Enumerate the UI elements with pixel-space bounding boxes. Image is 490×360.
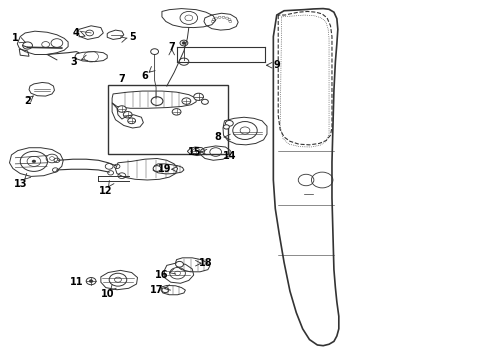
Text: 19: 19 [158, 164, 171, 174]
Text: 2: 2 [24, 96, 31, 106]
Text: 9: 9 [273, 60, 280, 70]
Circle shape [162, 288, 169, 293]
Text: 13: 13 [14, 179, 27, 189]
Text: 7: 7 [119, 73, 125, 84]
Bar [108, 85, 228, 154]
Text: 15: 15 [189, 147, 202, 157]
Circle shape [182, 98, 191, 104]
Text: 5: 5 [129, 32, 136, 41]
Text: 18: 18 [199, 258, 213, 268]
Text: 6: 6 [142, 71, 148, 81]
Circle shape [128, 118, 136, 124]
Text: 7: 7 [169, 42, 175, 52]
Text: 3: 3 [71, 57, 77, 67]
Circle shape [223, 125, 229, 129]
Text: 10: 10 [100, 289, 114, 299]
Circle shape [194, 93, 203, 100]
Text: 8: 8 [215, 132, 221, 142]
Circle shape [201, 99, 208, 104]
Circle shape [32, 160, 36, 163]
Text: 12: 12 [99, 186, 113, 196]
Text: 14: 14 [222, 150, 236, 161]
Text: 16: 16 [155, 270, 169, 280]
Circle shape [89, 280, 93, 283]
Text: 4: 4 [73, 28, 80, 38]
Text: 17: 17 [150, 285, 164, 296]
Circle shape [153, 166, 161, 171]
Circle shape [172, 109, 181, 115]
Circle shape [175, 261, 183, 267]
Circle shape [182, 41, 186, 44]
Text: 11: 11 [70, 277, 83, 287]
Circle shape [118, 106, 126, 112]
Circle shape [123, 112, 132, 118]
Text: 1: 1 [12, 33, 19, 43]
Circle shape [225, 121, 233, 126]
